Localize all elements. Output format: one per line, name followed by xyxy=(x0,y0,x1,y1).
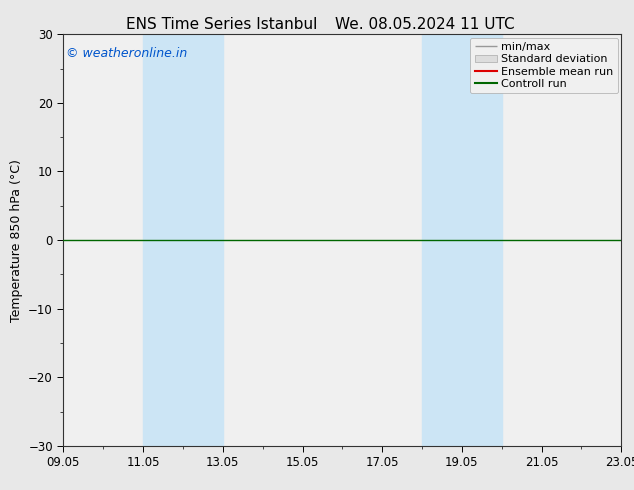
Text: ENS Time Series Istanbul: ENS Time Series Istanbul xyxy=(126,17,318,32)
Y-axis label: Temperature 850 hPa (°C): Temperature 850 hPa (°C) xyxy=(10,159,23,321)
Legend: min/max, Standard deviation, Ensemble mean run, Controll run: min/max, Standard deviation, Ensemble me… xyxy=(470,38,618,93)
Bar xyxy=(422,34,501,446)
Text: We. 08.05.2024 11 UTC: We. 08.05.2024 11 UTC xyxy=(335,17,515,32)
Text: © weatheronline.in: © weatheronline.in xyxy=(66,47,188,60)
Bar xyxy=(143,34,223,446)
